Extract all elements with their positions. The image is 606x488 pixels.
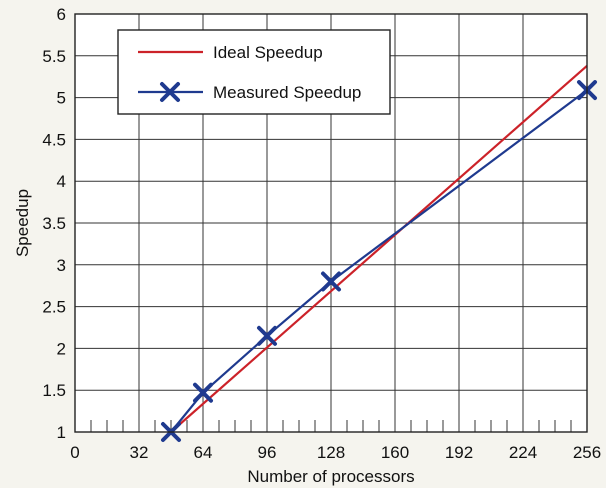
legend-label-measured: Measured Speedup	[213, 83, 361, 102]
y-tick-label: 3.5	[42, 214, 66, 233]
y-tick-label: 5.5	[42, 47, 66, 66]
y-tick-label: 2.5	[42, 298, 66, 317]
x-tick-label: 192	[445, 443, 473, 462]
legend: Ideal Speedup Measured Speedup	[118, 30, 390, 114]
x-tick-label: 224	[509, 443, 537, 462]
y-tick-label: 1	[57, 423, 66, 442]
y-axis-label: Speedup	[13, 189, 32, 257]
x-tick-label: 128	[317, 443, 345, 462]
x-tick-label: 32	[130, 443, 149, 462]
x-tick-label: 0	[70, 443, 79, 462]
y-tick-labels: 1 1.5 2 2.5 3 3.5 4 4.5 5 5.5 6	[42, 5, 66, 442]
y-tick-label: 4.5	[42, 130, 66, 149]
y-tick-label: 3	[57, 256, 66, 275]
legend-label-ideal: Ideal Speedup	[213, 43, 323, 62]
y-tick-label: 6	[57, 5, 66, 24]
x-axis-label: Number of processors	[247, 467, 414, 486]
y-tick-label: 1.5	[42, 381, 66, 400]
y-tick-label: 4	[57, 172, 66, 191]
x-tick-label: 96	[258, 443, 277, 462]
x-tick-label: 64	[194, 443, 213, 462]
y-tick-label: 5	[57, 89, 66, 108]
x-tick-labels: 0 32 64 96 128 160 192 224 256	[70, 443, 601, 462]
x-tick-label: 160	[381, 443, 409, 462]
y-tick-label: 2	[57, 339, 66, 358]
x-tick-label: 256	[573, 443, 601, 462]
